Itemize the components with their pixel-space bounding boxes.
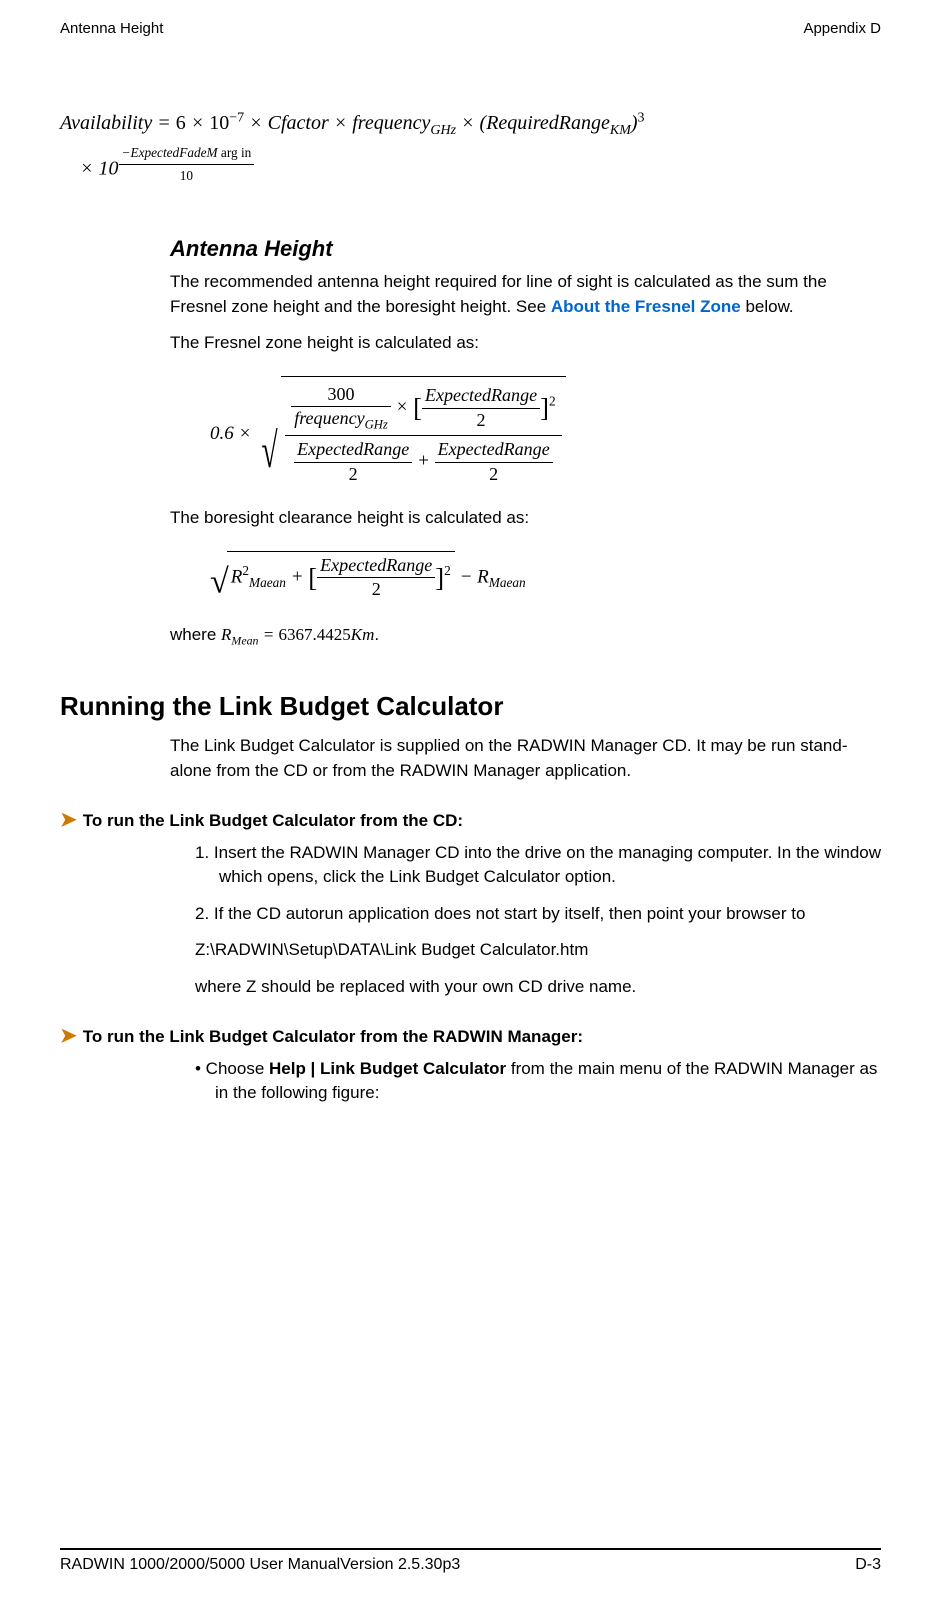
reqrange: RequiredRange — [486, 112, 610, 134]
b1bold: Help | Link Budget Calculator — [269, 1059, 506, 1078]
er1: ExpectedRange — [422, 384, 540, 408]
availability-formula: Availability = 6 × 10−7 × Cfactor × freq… — [60, 107, 881, 186]
cube: 3 — [638, 110, 645, 125]
step-2: 2. If the CD autorun application does no… — [195, 902, 881, 927]
eq: = — [152, 112, 176, 134]
sqrt2: R 2 Maean + [ExpectedRange2]2 — [227, 551, 455, 602]
eq2: = — [259, 625, 279, 644]
maean2: Maean — [489, 575, 526, 590]
rbracket1: ] — [540, 392, 549, 422]
er4: ExpectedRange — [317, 554, 435, 578]
header-right: Appendix D — [803, 20, 881, 37]
step-2-path: Z:\RADWIN\Setup\DATA\Link Budget Calcula… — [195, 938, 881, 963]
ftimes: × — [396, 396, 414, 417]
times10: × 10 — [80, 158, 119, 180]
neg7: −7 — [229, 110, 244, 125]
expfade: −ExpectedFadeM — [122, 145, 218, 160]
fresnel-formula: 0.6 × √ 300 frequencyGHz × [ExpectedRang… — [210, 376, 881, 488]
ghz: GHz — [430, 123, 456, 138]
arrow-icon-2: ➤ — [60, 1026, 77, 1046]
ten1: 10 — [209, 112, 229, 134]
para-5: The Link Budget Calculator is supplied o… — [170, 734, 881, 783]
two4: 2 — [317, 578, 435, 601]
running-lbc-heading: Running the Link Budget Calculator — [60, 691, 881, 722]
meanSub: Mean — [231, 633, 258, 647]
two1: 2 — [422, 409, 540, 432]
two3: 2 — [435, 463, 553, 486]
t2: × — [244, 112, 268, 134]
step1-text: To run the Link Budget Calculator from t… — [83, 811, 463, 831]
p1b: below. — [741, 297, 794, 316]
step-1: 1. Insert the RADWIN Manager CD into the… — [195, 841, 881, 890]
R1: R — [231, 566, 243, 587]
n300: 300 — [291, 383, 391, 407]
step2-text: To run the Link Budget Calculator from t… — [83, 1027, 583, 1047]
plus1: + — [417, 451, 435, 472]
er-frac4: ExpectedRange2 — [317, 554, 435, 602]
er-frac3: ExpectedRange2 — [435, 438, 553, 486]
para-2: The Fresnel zone height is calculated as… — [170, 331, 881, 356]
para-4: where RMean = 6367.4425Km. — [170, 623, 881, 650]
ghz2: GHz — [365, 418, 388, 432]
page-footer: RADWIN 1000/2000/5000 User ManualVersion… — [60, 1548, 881, 1574]
step-cd-heading: ➤ To run the Link Budget Calculator from… — [60, 810, 881, 831]
where: where — [170, 625, 221, 644]
dot: . — [374, 625, 379, 644]
freq: frequency — [352, 112, 430, 134]
page-header: Antenna Height Appendix D — [60, 20, 881, 37]
para-3: The boresight clearance height is calcul… — [170, 506, 881, 531]
footer-left: RADWIN 1000/2000/5000 User ManualVersion… — [60, 1556, 460, 1574]
er-frac1: ExpectedRange2 — [422, 384, 540, 432]
lead06: 0.6 × — [210, 423, 256, 444]
R2: R — [477, 566, 489, 587]
km: KM — [610, 123, 631, 138]
sq1: 2 — [549, 393, 556, 408]
exp10: 10 — [119, 165, 255, 186]
argin: arg in — [221, 145, 251, 160]
formula-line1: Availability = 6 × 10−7 × Cfactor × freq… — [60, 107, 881, 142]
sqrt-content: 300 frequencyGHz × [ExpectedRange2]2 Exp… — [281, 376, 565, 488]
er-frac2: ExpectedRange2 — [294, 438, 412, 486]
val: 6367.4425 — [278, 625, 350, 644]
arrow-icon: ➤ — [60, 810, 77, 830]
lbracket1: [ — [413, 392, 422, 422]
inner-300-frac: 300 frequencyGHz — [291, 383, 391, 433]
t1: × — [186, 112, 210, 134]
fresnel-zone-link[interactable]: About the Fresnel Zone — [551, 297, 741, 316]
two2: 2 — [294, 463, 412, 486]
antenna-height-heading: Antenna Height — [170, 236, 881, 262]
boresight-formula: √ R2Maean + [ExpectedRange2]2 − RMaean — [210, 551, 881, 605]
er3: ExpectedRange — [435, 438, 553, 462]
bullet-1: • Choose Help | Link Budget Calculator f… — [195, 1057, 881, 1106]
Rmean: R — [221, 625, 231, 644]
formula-line2: × 10−ExpectedFadeM arg in 10 — [80, 142, 881, 186]
sq2: 2 — [444, 563, 451, 578]
lbracket2: [ — [308, 562, 317, 592]
radical-big: √ — [262, 419, 278, 483]
minus: − — [460, 566, 478, 587]
plus2: + — [286, 566, 308, 587]
footer-right: D-3 — [855, 1556, 881, 1574]
rp: ) — [631, 112, 638, 134]
exp-fraction: −ExpectedFadeM arg in 10 — [119, 142, 255, 186]
b1a: • Choose — [195, 1059, 269, 1078]
outer-fraction: 300 frequencyGHz × [ExpectedRange2]2 Exp… — [285, 381, 561, 488]
step-2-tail: where Z should be replaced with your own… — [195, 975, 881, 1000]
six: 6 — [176, 112, 186, 134]
para-1: The recommended antenna height required … — [170, 270, 881, 319]
rbracket2: ] — [435, 562, 444, 592]
kmunit: Km — [351, 625, 375, 644]
t3: × — [329, 112, 353, 134]
er2: ExpectedRange — [294, 438, 412, 462]
cfactor: Cfactor — [268, 112, 329, 134]
maean1: Maean — [249, 575, 286, 590]
lp: × ( — [456, 112, 486, 134]
header-left: Antenna Height — [60, 20, 163, 37]
freq2: frequency — [294, 408, 364, 428]
avail-word: Availability — [60, 112, 152, 134]
step-manager-heading: ➤ To run the Link Budget Calculator from… — [60, 1026, 881, 1047]
